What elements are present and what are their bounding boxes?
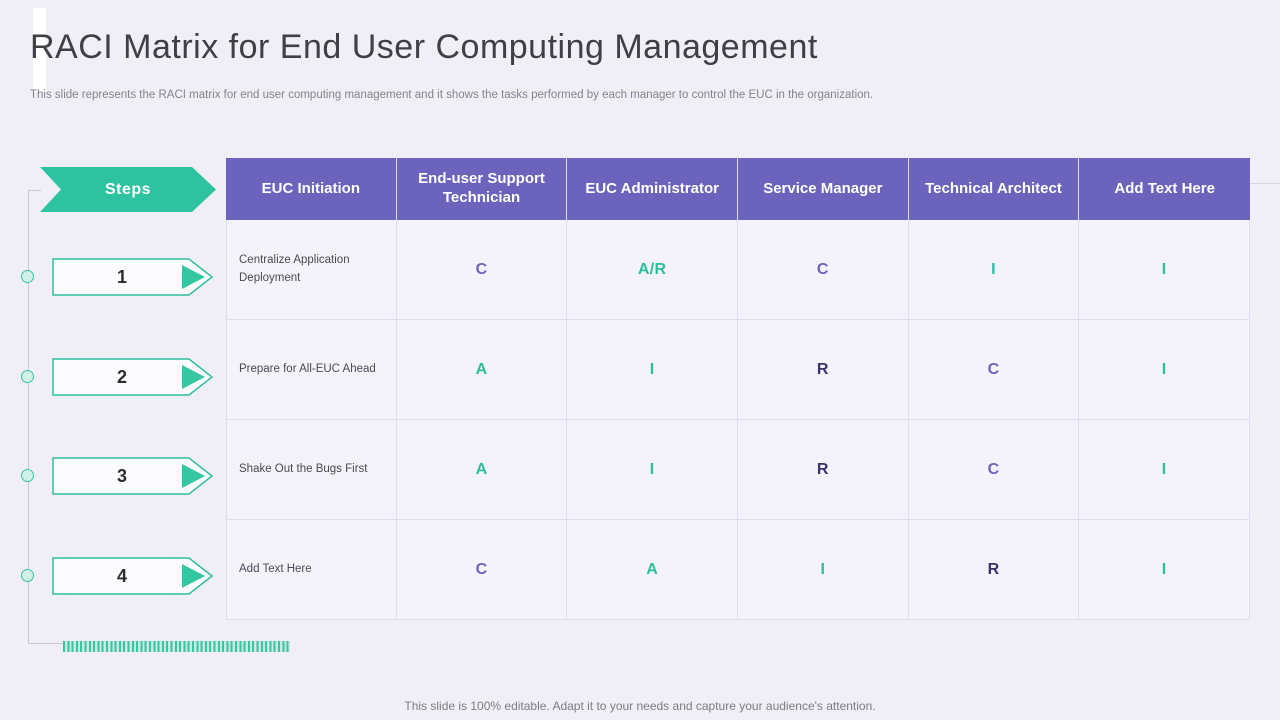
task-cell: Centralize Application Deployment: [226, 220, 397, 320]
raci-value: C: [816, 260, 829, 278]
raci-cell: C: [908, 320, 1080, 420]
raci-value: A: [475, 360, 488, 378]
raci-cell: I: [738, 520, 909, 620]
steps-banner-arrow: Steps: [40, 167, 216, 212]
raci-cell: A: [396, 320, 568, 420]
step-1-shape: 1: [52, 258, 214, 296]
raci-cell: C: [738, 220, 909, 320]
raci-value: R: [987, 560, 1000, 578]
raci-cell: C: [396, 220, 568, 320]
raci-cell: I: [908, 220, 1080, 320]
title-accent-bar: [33, 8, 46, 92]
raci-cell: R: [738, 320, 909, 420]
raci-cell: I: [1079, 420, 1250, 520]
raci-cell: I: [1079, 220, 1250, 320]
task-cell: Prepare for All-EUC Ahead: [226, 320, 397, 420]
arrow-right-icon: [52, 358, 214, 396]
step-number: 4: [116, 565, 127, 586]
task-cell: Shake Out the Bugs First: [226, 420, 397, 520]
raci-cell: C: [908, 420, 1080, 520]
arrow-right-icon: [52, 557, 214, 595]
step-number: 3: [116, 465, 127, 486]
raci-value: A: [475, 460, 488, 478]
raci-value: C: [475, 560, 488, 578]
raci-value: I: [1161, 560, 1167, 578]
column-header: Technical Architect: [908, 158, 1080, 220]
raci-cell: R: [908, 520, 1080, 620]
column-header: EUC Administrator: [567, 158, 738, 220]
header-edge-line: [1250, 183, 1280, 184]
raci-value: C: [987, 460, 1000, 478]
raci-value: C: [987, 360, 1000, 378]
raci-value: I: [1161, 460, 1167, 478]
footer-note: This slide is 100% editable. Adapt it to…: [404, 699, 876, 713]
raci-value: I: [820, 560, 826, 578]
arrow-right-icon: [52, 258, 214, 296]
column-header: EUC Initiation: [226, 158, 397, 220]
raci-value: I: [649, 360, 655, 378]
steps-connector-line: [28, 190, 29, 643]
raci-value: I: [1161, 360, 1167, 378]
step-node-circle: [21, 569, 34, 582]
raci-value: R: [816, 360, 829, 378]
raci-cell: I: [567, 420, 738, 520]
raci-cell: I: [1079, 520, 1250, 620]
column-header: End-user Support Technician: [396, 158, 568, 220]
raci-matrix-table: EUC Initiation End-user Support Technici…: [226, 158, 1250, 620]
steps-connector-line-bottom: [28, 643, 64, 644]
raci-value: I: [991, 260, 996, 278]
raci-value: R: [816, 460, 829, 478]
step-node-circle: [21, 469, 34, 482]
arrow-right-icon: [52, 457, 214, 495]
tick-ruler-decoration: [63, 641, 290, 652]
slide-description: This slide represents the RACI matrix fo…: [30, 89, 874, 101]
raci-cell: C: [396, 520, 568, 620]
step-node-circle: [21, 370, 34, 383]
raci-cell: I: [567, 320, 738, 420]
step-2-shape: 2: [52, 358, 214, 396]
task-cell: Add Text Here: [226, 520, 397, 620]
step-3-shape: 3: [52, 457, 214, 495]
page-title: RACI Matrix for End User Computing Manag…: [30, 28, 818, 66]
step-node-circle: [21, 270, 34, 283]
steps-banner-label: Steps: [104, 180, 152, 198]
raci-cell: R: [738, 420, 909, 520]
raci-cell: A: [567, 520, 738, 620]
raci-cell: A: [396, 420, 568, 520]
raci-value: I: [1161, 260, 1167, 278]
step-number: 1: [116, 266, 127, 287]
raci-value: C: [475, 260, 488, 278]
raci-value: I: [649, 460, 655, 478]
raci-value: A/R: [637, 260, 667, 278]
steps-connector-line-top: [28, 190, 41, 191]
step-4-shape: 4: [52, 557, 214, 595]
raci-value: A: [646, 560, 659, 578]
column-header: Service Manager: [738, 158, 909, 220]
column-header: Add Text Here: [1079, 158, 1250, 220]
raci-cell: I: [1079, 320, 1250, 420]
step-number: 2: [116, 366, 127, 387]
raci-cell: A/R: [567, 220, 738, 320]
